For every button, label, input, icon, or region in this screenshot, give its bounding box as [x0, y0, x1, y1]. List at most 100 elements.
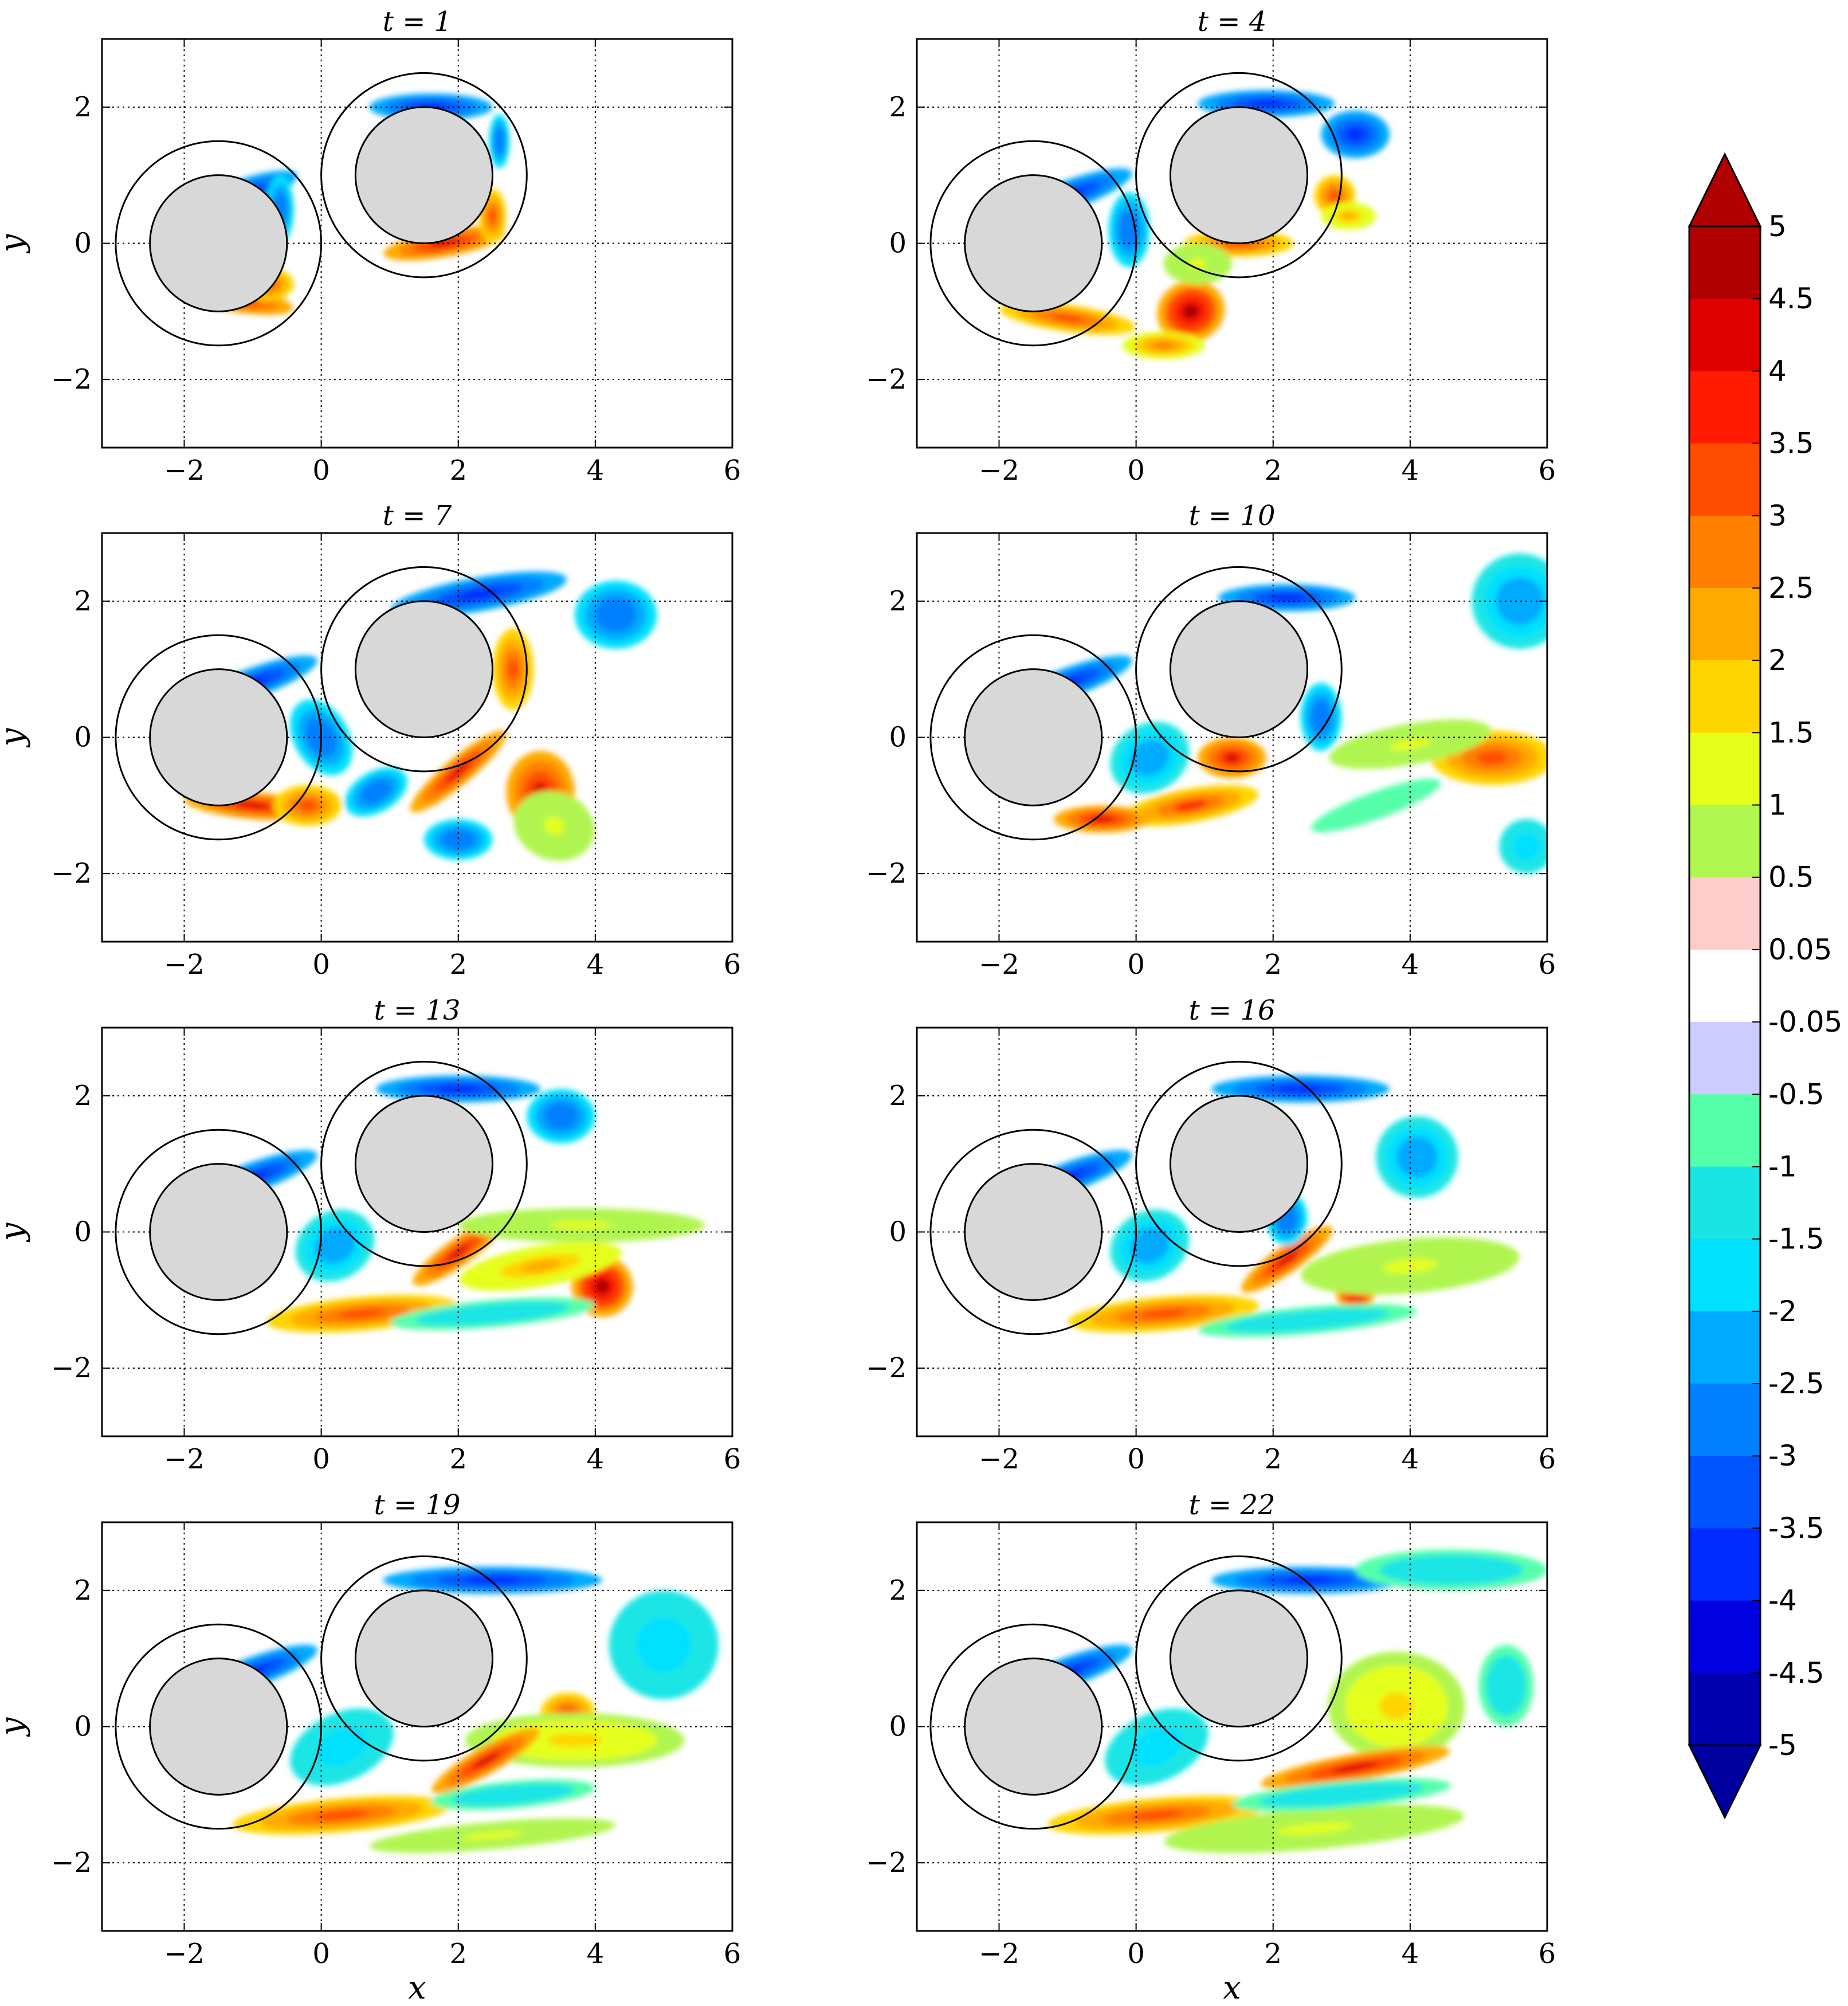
vortex-blob	[437, 1086, 479, 1092]
colorbar-segment	[1689, 443, 1760, 516]
x-tick-label: 2	[449, 455, 467, 487]
vortex-blob	[338, 1308, 387, 1319]
panel-title: t = 10	[1188, 500, 1275, 532]
vortex-blob	[368, 785, 384, 798]
vortex-blob	[1427, 1565, 1476, 1576]
x-tick-label: −2	[164, 1443, 205, 1475]
x-tick-label: 0	[1127, 1938, 1145, 1970]
x-tick-label: −2	[979, 1443, 1019, 1475]
colorbar-segment	[1689, 1166, 1760, 1240]
cylinder-body	[354, 1095, 494, 1233]
colorbar-tick-label: -2.5	[1768, 1367, 1825, 1400]
y-tick-label: −2	[51, 1847, 92, 1879]
vortex-blob	[1249, 100, 1284, 107]
y-tick-label: 0	[889, 722, 907, 754]
y-tick-label: 2	[74, 1080, 92, 1112]
y-tick-label: −2	[866, 1847, 907, 1879]
vortex-blob	[1508, 589, 1532, 613]
colorbar-tick-label: -1	[1768, 1150, 1797, 1183]
cylinders	[115, 566, 528, 841]
colorbar-tick-label: 3.5	[1768, 427, 1814, 460]
colorbar-segment	[1689, 1456, 1760, 1529]
x-tick-label: 4	[587, 949, 605, 981]
vortex-blob	[489, 209, 496, 223]
vortex-blob	[466, 1310, 519, 1318]
cylinder-outer-circle	[320, 1060, 528, 1267]
x-tick-label: −2	[979, 1938, 1019, 1970]
cylinder-outer-circle	[1135, 72, 1343, 279]
cylinder-body	[964, 1658, 1103, 1796]
y-axis-label: y	[0, 233, 31, 254]
x-tick-label: 0	[312, 455, 330, 487]
cylinder-body	[354, 106, 494, 244]
colorbar-tick-label: 1	[1768, 789, 1787, 822]
cylinder-outer-circle	[1135, 1060, 1343, 1267]
vortex-blob	[1140, 749, 1160, 767]
vortex-blob	[1275, 1251, 1298, 1268]
cylinder-outer-circle	[115, 1129, 323, 1335]
cylinder-outer-circle	[320, 72, 528, 279]
colorbar-segment	[1689, 1600, 1760, 1674]
vortex-blob	[1347, 128, 1364, 140]
vortex-blob	[1129, 1810, 1184, 1820]
vortex-blob	[429, 239, 460, 248]
x-tick-label: 0	[1127, 455, 1145, 487]
vortex-blob	[1406, 1146, 1427, 1167]
x-tick-label: 4	[1402, 1938, 1419, 1970]
colorbar-tick-label: -0.5	[1768, 1078, 1825, 1111]
vortex-blob	[1341, 213, 1356, 220]
vortex-blob	[465, 1577, 520, 1584]
cylinder-outer-circle	[320, 566, 528, 773]
vortex-blob	[1276, 1823, 1352, 1835]
panel-title: t = 19	[374, 1489, 460, 1521]
vortex-blob	[1314, 1790, 1369, 1799]
y-axis-label: y	[0, 1222, 31, 1243]
colorbar-tick-label: -3.5	[1768, 1511, 1825, 1545]
colorbar-tick-label: 2	[1768, 644, 1787, 677]
panel-t-1: −2 0 2 4 6 −2 0 2 t = 1 y	[0, 6, 741, 487]
colorbar-segment	[1689, 949, 1760, 1022]
colorbar-segment	[1689, 1311, 1760, 1384]
x-tick-label: −2	[979, 455, 1019, 487]
colorbar-tick-label: 0.05	[1768, 933, 1832, 966]
cylinders	[115, 72, 528, 347]
y-axis-label: y	[0, 1717, 31, 1737]
vortex-blob	[1283, 1577, 1332, 1584]
vortex-blob	[544, 817, 564, 835]
colorbar-tick-label: 4	[1768, 354, 1787, 387]
colorbar-segment	[1689, 1239, 1760, 1312]
y-tick-label: 0	[889, 1711, 907, 1743]
y-tick-label: 2	[74, 585, 92, 617]
colorbar-tick-label: -4	[1768, 1584, 1797, 1617]
vortex-blob	[1329, 190, 1340, 201]
panel-title: t = 7	[383, 500, 452, 532]
vortex-blob	[1269, 594, 1304, 601]
x-tick-label: 6	[724, 949, 741, 981]
vortex-blob	[1477, 751, 1508, 765]
y-tick-label: 2	[74, 1574, 92, 1607]
colorbar-segment	[1689, 1528, 1760, 1601]
panels-container: −2 0 2 4 6 −2 0 2 t = 1 y −2 0 2 4 6 −2 0 2 t = 4 −2 0 2 4 6 −2 0…	[0, 6, 1556, 2006]
vortex-blob	[496, 134, 502, 148]
colorbar-tick-label: 3	[1768, 499, 1787, 532]
colorbar-tick-label: 0.5	[1768, 861, 1814, 894]
panel-title: t = 16	[1188, 994, 1275, 1026]
vortex-blob	[325, 1236, 345, 1255]
x-tick-label: 4	[1402, 455, 1419, 487]
cylinder-outer-circle	[929, 634, 1137, 841]
cylinder-body	[1169, 600, 1309, 738]
x-tick-label: 4	[587, 1443, 605, 1475]
colorbar-segment	[1689, 371, 1760, 444]
y-tick-label: 0	[74, 722, 92, 754]
vortex-blob	[1331, 1762, 1379, 1773]
panel-title: t = 22	[1188, 1489, 1275, 1521]
vortex-blob	[1390, 738, 1431, 751]
cylinder-body	[1169, 106, 1309, 244]
x-axis-label: x	[1223, 1969, 1241, 2006]
y-tick-label: −2	[866, 857, 907, 890]
cylinder-outer-circle	[929, 140, 1137, 347]
colorbar-tick-label: -3	[1768, 1439, 1797, 1472]
vortex-blob	[1089, 816, 1114, 823]
cylinder-outer-circle	[1135, 566, 1343, 773]
x-tick-label: 0	[312, 1938, 330, 1970]
